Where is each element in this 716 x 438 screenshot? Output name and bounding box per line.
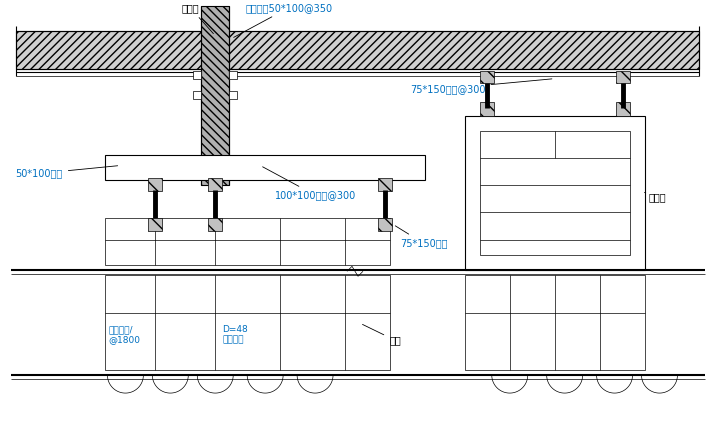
Bar bbox=[465, 275, 644, 370]
Bar bbox=[201, 6, 229, 185]
Bar bbox=[480, 102, 494, 116]
Bar bbox=[193, 91, 201, 99]
Bar bbox=[105, 219, 390, 265]
Bar bbox=[193, 71, 201, 79]
Bar bbox=[616, 71, 629, 83]
Text: 门架: 门架 bbox=[362, 325, 401, 345]
Bar bbox=[229, 91, 237, 99]
Bar bbox=[105, 155, 425, 180]
Bar bbox=[480, 131, 629, 255]
Bar bbox=[105, 275, 390, 370]
Text: 100*100方木@300: 100*100方木@300 bbox=[263, 167, 357, 201]
Text: 立档方木50*100@350: 立档方木50*100@350 bbox=[233, 3, 332, 37]
Bar bbox=[16, 31, 700, 69]
Bar bbox=[229, 71, 237, 79]
Text: 半门架: 半门架 bbox=[644, 192, 666, 202]
Text: 75*150方木@300: 75*150方木@300 bbox=[410, 79, 552, 94]
Bar bbox=[480, 71, 494, 83]
Bar bbox=[148, 219, 163, 231]
Bar bbox=[148, 178, 163, 191]
Text: 水平钢管/
@1800: 水平钢管/ @1800 bbox=[108, 325, 140, 345]
Text: 胶合板: 胶合板 bbox=[181, 3, 213, 34]
Text: 75*150方木: 75*150方木 bbox=[395, 226, 448, 248]
Bar bbox=[378, 178, 392, 191]
Bar bbox=[616, 102, 629, 116]
Bar bbox=[378, 219, 392, 231]
Text: 50*100方木: 50*100方木 bbox=[16, 166, 117, 178]
Text: D=48
钢管立杆: D=48 钢管立杆 bbox=[222, 325, 248, 345]
Bar bbox=[465, 116, 644, 270]
Bar bbox=[208, 178, 222, 191]
Bar bbox=[208, 219, 222, 231]
